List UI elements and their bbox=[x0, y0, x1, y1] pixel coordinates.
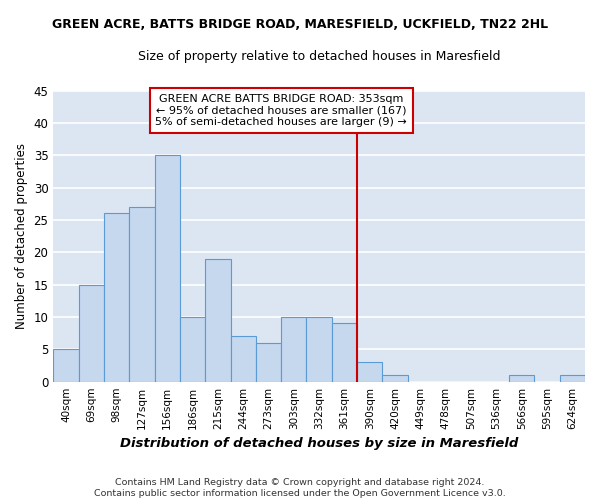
Bar bbox=[129, 207, 155, 382]
Bar bbox=[307, 317, 332, 382]
Bar bbox=[53, 350, 79, 382]
Bar bbox=[281, 317, 307, 382]
Title: Size of property relative to detached houses in Maresfield: Size of property relative to detached ho… bbox=[138, 50, 500, 63]
Text: GREEN ACRE, BATTS BRIDGE ROAD, MARESFIELD, UCKFIELD, TN22 2HL: GREEN ACRE, BATTS BRIDGE ROAD, MARESFIEL… bbox=[52, 18, 548, 30]
Bar bbox=[560, 375, 585, 382]
Bar bbox=[79, 284, 104, 382]
Bar bbox=[332, 324, 357, 382]
Text: GREEN ACRE BATTS BRIDGE ROAD: 353sqm
← 95% of detached houses are smaller (167)
: GREEN ACRE BATTS BRIDGE ROAD: 353sqm ← 9… bbox=[155, 94, 407, 127]
Bar bbox=[155, 155, 180, 382]
Bar bbox=[382, 375, 408, 382]
X-axis label: Distribution of detached houses by size in Maresfield: Distribution of detached houses by size … bbox=[120, 437, 518, 450]
Y-axis label: Number of detached properties: Number of detached properties bbox=[15, 143, 28, 329]
Bar bbox=[357, 362, 382, 382]
Bar bbox=[180, 317, 205, 382]
Bar bbox=[205, 259, 230, 382]
Bar bbox=[104, 214, 129, 382]
Bar bbox=[256, 343, 281, 382]
Bar bbox=[509, 375, 535, 382]
Bar bbox=[230, 336, 256, 382]
Text: Contains HM Land Registry data © Crown copyright and database right 2024.
Contai: Contains HM Land Registry data © Crown c… bbox=[94, 478, 506, 498]
